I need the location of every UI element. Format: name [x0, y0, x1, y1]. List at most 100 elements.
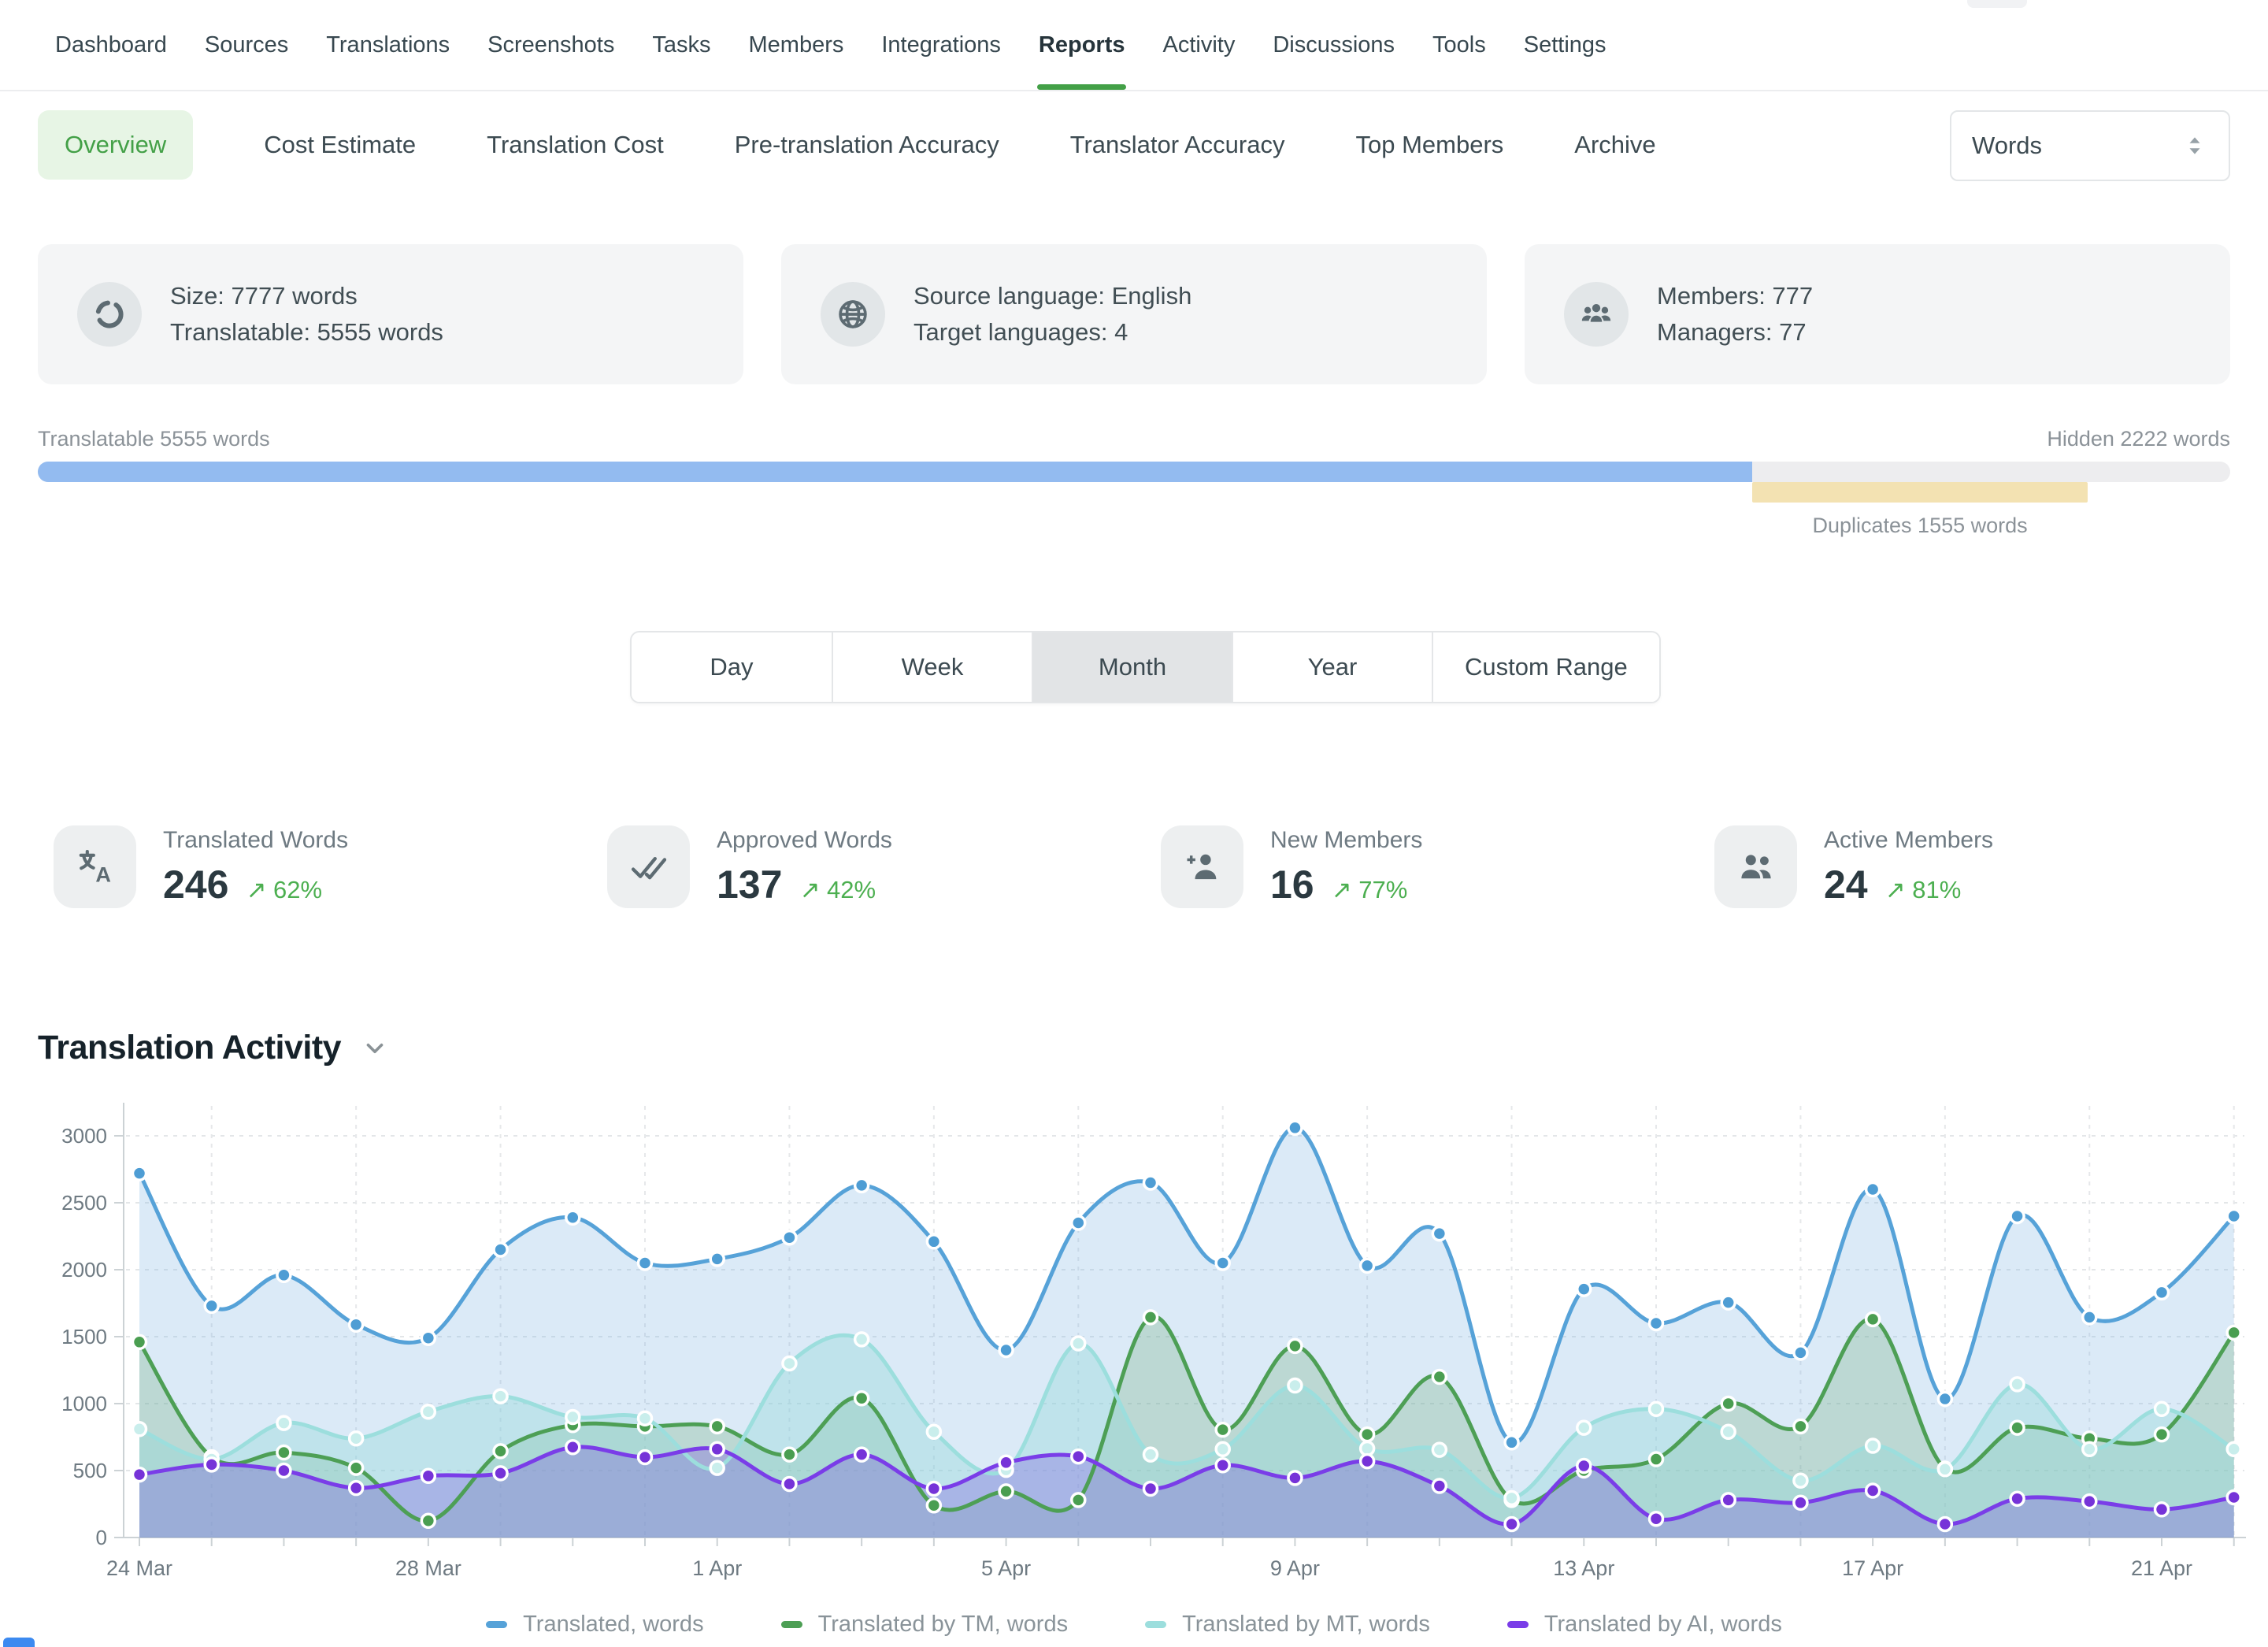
stat-active-members: Active Members 24 ↗ 81% — [1714, 825, 2268, 908]
legend-item-translated-by-tm-words[interactable]: Translated by TM, words — [781, 1612, 1069, 1638]
unit-select[interactable]: Words — [1950, 110, 2230, 181]
sync-icon — [77, 282, 142, 347]
legend-item-translated-by-mt-words[interactable]: Translated by MT, words — [1145, 1612, 1430, 1638]
nav-item-settings[interactable]: Settings — [1522, 2, 1608, 88]
stat-value: 16 — [1270, 862, 1314, 907]
nav-item-translations[interactable]: Translations — [324, 2, 451, 88]
section-title: Translation Activity — [38, 1029, 341, 1067]
range-tab-custom-range[interactable]: Custom Range — [1432, 632, 1659, 702]
info-line: Translatable: 5555 words — [170, 314, 443, 351]
info-line: Size: 7777 words — [170, 278, 443, 314]
chart-legend: Translated, words Translated by TM, words… — [0, 1612, 2268, 1638]
legend-label: Translated, words — [523, 1612, 703, 1638]
legend-swatch — [1145, 1621, 1166, 1628]
svg-text:17 Apr: 17 Apr — [1842, 1556, 1903, 1580]
nav-item-reports[interactable]: Reports — [1037, 2, 1127, 88]
svg-text:2500: 2500 — [61, 1191, 107, 1215]
info-line: Target languages: 4 — [914, 314, 1191, 351]
svg-text:1500: 1500 — [61, 1325, 107, 1348]
translation-activity-chart[interactable]: 0 500 1000 1500 2000 2500 3000 24 Mar 28 Mar 1 Ap… — [0, 1095, 2268, 1607]
top-navigation: Dashboard Sources Translations Screenshots T… — [0, 0, 2268, 91]
stat-label: New Members — [1270, 827, 1422, 854]
legend-item-translated-words[interactable]: Translated, words — [486, 1612, 703, 1638]
svg-text:24 Mar: 24 Mar — [106, 1556, 172, 1580]
svg-text:0: 0 — [96, 1526, 107, 1549]
svg-text:2000: 2000 — [61, 1258, 107, 1282]
legend-swatch — [1507, 1621, 1529, 1628]
translate-icon: A — [54, 825, 136, 908]
legend-label: Translated by AI, words — [1544, 1612, 1782, 1638]
subtab-translator-accuracy[interactable]: Translator Accuracy — [1070, 131, 1285, 159]
legend-swatch — [781, 1621, 802, 1628]
info-line: Members: 777 — [1657, 278, 1813, 314]
svg-text:28 Mar: 28 Mar — [395, 1556, 461, 1580]
members-icon — [1564, 282, 1629, 347]
info-card-size: Size: 7777 wordsTranslatable: 5555 words — [38, 244, 743, 384]
nav-item-sources[interactable]: Sources — [203, 2, 290, 88]
stat-new-members: New Members 16 ↗ 77% — [1161, 825, 1714, 908]
people-icon — [1714, 825, 1797, 908]
globe-icon — [821, 282, 885, 347]
nav-item-members[interactable]: Members — [747, 2, 846, 88]
legend-label: Translated by MT, words — [1182, 1612, 1430, 1638]
stat-value: 246 — [163, 862, 228, 907]
subtab-pre-translation-accuracy[interactable]: Pre-translation Accuracy — [735, 131, 999, 159]
legend-item-translated-by-ai-words[interactable]: Translated by AI, words — [1507, 1612, 1782, 1638]
nav-item-screenshots[interactable]: Screenshots — [486, 2, 616, 88]
range-tab-week[interactable]: Week — [832, 632, 1032, 702]
svg-text:3000: 3000 — [61, 1124, 107, 1148]
date-range-tabs: DayWeekMonthYearCustom Range — [630, 631, 1661, 703]
chevron-down-icon[interactable] — [361, 1035, 388, 1062]
double-check-icon — [607, 825, 690, 908]
svg-text:9 Apr: 9 Apr — [1270, 1556, 1320, 1580]
person-add-icon — [1161, 825, 1243, 908]
unit-select-value: Words — [1972, 132, 2181, 160]
stat-delta: ↗ 81% — [1885, 876, 1962, 904]
stat-delta: ↗ 42% — [799, 876, 876, 904]
hidden-label: Hidden 2222 words — [2047, 427, 2230, 451]
stat-delta: ↗ 77% — [1332, 876, 1408, 904]
stat-translated-words: ATranslated Words246↗ 62% — [54, 825, 607, 908]
svg-text:13 Apr: 13 Apr — [1553, 1556, 1614, 1580]
info-line: Managers: 77 — [1657, 314, 1813, 351]
stat-label: Active Members — [1824, 827, 1993, 854]
range-tab-day[interactable]: Day — [632, 632, 832, 702]
duplicates-bar — [1752, 482, 2088, 503]
svg-text:5 Apr: 5 Apr — [981, 1556, 1031, 1580]
subtab-overview[interactable]: Overview — [38, 110, 193, 180]
svg-text:1000: 1000 — [61, 1392, 107, 1415]
nav-item-dashboard[interactable]: Dashboard — [54, 2, 169, 88]
stat-delta: ↗ 62% — [246, 876, 322, 904]
info-card-members: Members: 777Managers: 77 — [1525, 244, 2230, 384]
legend-swatch — [486, 1621, 507, 1628]
reports-subnav: Overview Cost Estimate Translation Cost Pre… — [38, 107, 2230, 183]
subtab-archive[interactable]: Archive — [1574, 131, 1655, 159]
nav-item-activity[interactable]: Activity — [1161, 2, 1236, 88]
stat-value: 24 — [1824, 862, 1868, 907]
stat-label: Approved Words — [717, 827, 892, 854]
info-line: Source language: English — [914, 278, 1191, 314]
svg-text:1 Apr: 1 Apr — [692, 1556, 742, 1580]
stats-row: ATranslated Words246↗ 62%Approved Words1… — [54, 825, 2268, 908]
stat-approved-words: Approved Words 137 ↗ 42% — [607, 825, 1161, 908]
subtab-cost-estimate[interactable]: Cost Estimate — [264, 131, 416, 159]
svg-text:A: A — [95, 862, 111, 886]
nav-item-tasks[interactable]: Tasks — [650, 2, 712, 88]
svg-text:500: 500 — [73, 1459, 107, 1482]
project-info-cards: Size: 7777 wordsTranslatable: 5555 words… — [38, 244, 2230, 384]
nav-item-integrations[interactable]: Integrations — [880, 2, 1002, 88]
svg-text:21 Apr: 21 Apr — [2131, 1556, 2192, 1580]
stat-value: 137 — [717, 862, 782, 907]
legend-label: Translated by TM, words — [818, 1612, 1069, 1638]
duplicates-label: Duplicates 1555 words — [1812, 514, 2027, 538]
subtab-translation-cost[interactable]: Translation Cost — [487, 131, 664, 159]
top-nav-items: Dashboard Sources Translations Screenshots T… — [54, 0, 1608, 90]
range-tab-year[interactable]: Year — [1232, 632, 1432, 702]
nav-item-tools[interactable]: Tools — [1431, 2, 1488, 88]
nav-item-discussions[interactable]: Discussions — [1271, 2, 1396, 88]
words-progress-bar — [38, 462, 2230, 482]
range-tab-month[interactable]: Month — [1032, 632, 1232, 702]
subtab-top-members[interactable]: Top Members — [1355, 131, 1503, 159]
info-card-source-language: Source language: EnglishTarget languages… — [781, 244, 1487, 384]
translatable-label: Translatable 5555 words — [38, 427, 270, 451]
